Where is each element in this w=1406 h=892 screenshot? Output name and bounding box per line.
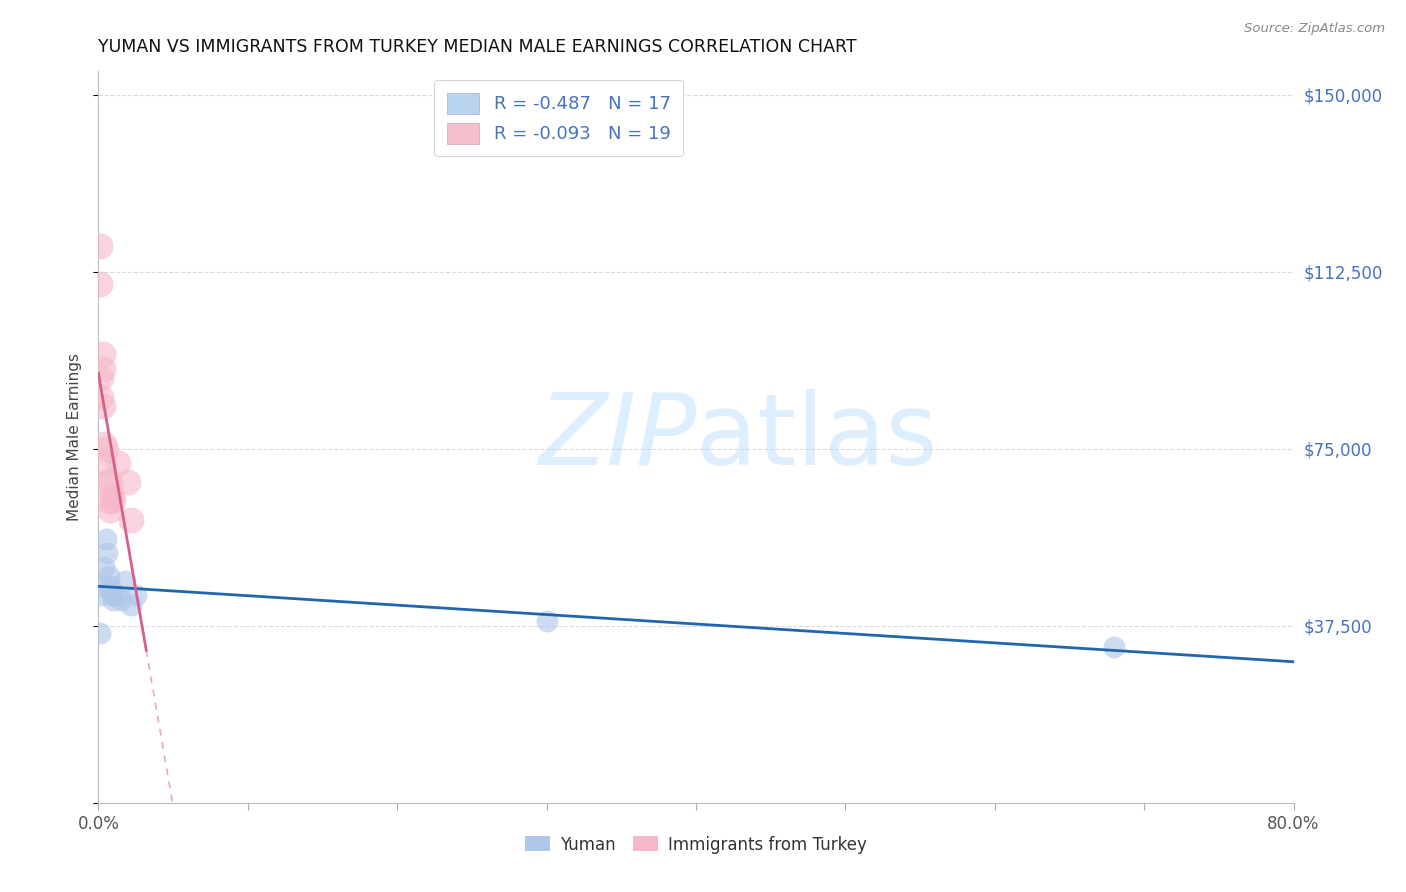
Point [98, 475, 122, 489]
Point [125, 588, 148, 602]
Point [94, 442, 117, 456]
Text: Source: ZipAtlas.com: Source: ZipAtlas.com [1244, 22, 1385, 36]
Point [96, 475, 118, 489]
Text: ZIP: ZIP [537, 389, 696, 485]
Point [94, 532, 117, 546]
Point [93, 437, 115, 451]
Point [103, 593, 125, 607]
Point [98, 579, 122, 593]
Point [91, 347, 114, 361]
Point [91, 579, 114, 593]
Point [98, 503, 122, 517]
Point [91, 361, 114, 376]
Point [90, 371, 112, 385]
Point [105, 588, 128, 602]
Point [536, 614, 558, 628]
Point [120, 513, 142, 527]
Point [107, 456, 129, 470]
Point [89, 239, 111, 253]
Point [89, 626, 111, 640]
Point [97, 493, 120, 508]
Point [93, 456, 115, 470]
Point [89, 277, 111, 291]
Legend: Yuman, Immigrants from Turkey: Yuman, Immigrants from Turkey [519, 829, 873, 860]
Point [103, 493, 125, 508]
Point [93, 559, 115, 574]
Y-axis label: Median Male Earnings: Median Male Earnings [67, 353, 83, 521]
Point [90, 390, 112, 404]
Point [101, 489, 124, 503]
Point [97, 569, 120, 583]
Point [96, 546, 118, 560]
Text: YUMAN VS IMMIGRANTS FROM TURKEY MEDIAN MALE EARNINGS CORRELATION CHART: YUMAN VS IMMIGRANTS FROM TURKEY MEDIAN M… [98, 38, 858, 56]
Point [110, 593, 132, 607]
Point [117, 475, 139, 489]
Text: atlas: atlas [696, 389, 938, 485]
Point [90, 588, 112, 602]
Point [91, 400, 114, 414]
Point [1104, 640, 1126, 654]
Point [114, 574, 136, 588]
Point [120, 598, 142, 612]
Point [101, 588, 124, 602]
